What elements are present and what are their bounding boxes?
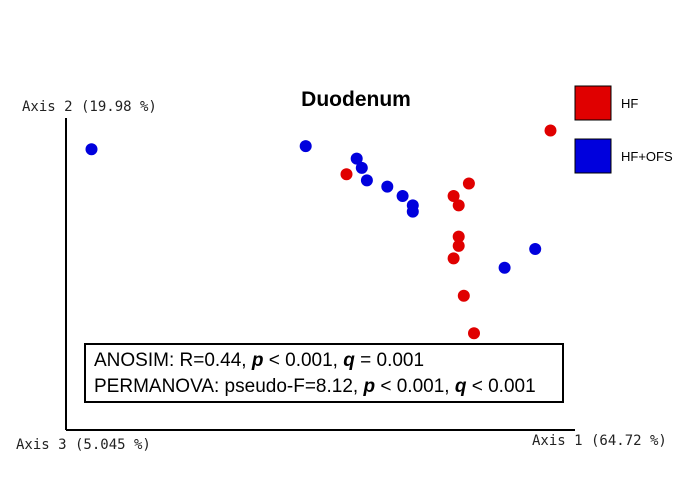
data-point-hf-ofs-4 — [360, 174, 373, 187]
legend-swatch-hf-ofs — [574, 138, 612, 174]
permanova-prefix: PERMANOVA: pseudo-F=8.12, — [94, 376, 364, 397]
data-point-hf-1 — [544, 124, 557, 137]
data-point-hf-3 — [447, 190, 460, 202]
legend-label-hf: HF — [621, 96, 638, 111]
statistics-box: ANOSIM: R=0.44, p < 0.001, q = 0.001 PER… — [84, 343, 564, 403]
data-point-hf-ofs-5 — [381, 180, 394, 193]
legend-swatch-hf — [574, 85, 612, 121]
data-point-hf-ofs-2 — [350, 152, 363, 165]
data-point-hf-4 — [452, 199, 465, 212]
anosim-q-text: = 0.001 — [354, 350, 425, 371]
data-point-hf-6 — [452, 239, 465, 252]
data-point-hf-5 — [452, 230, 465, 243]
data-point-hf-8 — [457, 289, 470, 302]
data-point-hf-2 — [462, 177, 475, 190]
anosim-line: ANOSIM: R=0.44, p < 0.001, q = 0.001 — [94, 348, 562, 374]
permanova-p-text: < 0.001, — [375, 376, 455, 397]
data-point-hf-ofs-3 — [355, 161, 368, 174]
data-point-hf-9 — [468, 327, 480, 340]
legend: HF HF+OFS — [574, 85, 673, 174]
data-point-hf-ofs-6 — [396, 190, 409, 202]
data-point-hf-ofs-1 — [299, 140, 312, 153]
x-axis-label: Axis 1 (64.72 %) — [532, 433, 667, 449]
y-axis-label: Axis 2 (19.98 %) — [22, 99, 157, 115]
anosim-p-text: < 0.001, — [263, 350, 344, 371]
permanova-line: PERMANOVA: pseudo-F=8.12, p < 0.001, q <… — [94, 374, 562, 400]
anosim-p-symbol: p — [251, 350, 264, 371]
permanova-p-symbol: p — [363, 376, 376, 397]
anosim-q-symbol: q — [343, 350, 355, 371]
data-point-hf-ofs-10 — [498, 261, 511, 274]
data-point-hf-0 — [340, 168, 353, 181]
permanova-q-symbol: q — [454, 376, 467, 397]
legend-label-hf-ofs: HF+OFS — [621, 149, 673, 164]
data-point-hf-ofs-0 — [85, 143, 98, 156]
data-point-hf-7 — [447, 252, 460, 265]
permanova-q-text: < 0.001 — [466, 376, 536, 397]
anosim-prefix: ANOSIM: R=0.44, — [94, 350, 252, 371]
data-point-hf-ofs-9 — [529, 243, 542, 255]
data-points — [85, 124, 557, 374]
data-point-hf-ofs-8 — [406, 205, 419, 218]
chart-title: Duodenum — [301, 88, 411, 111]
z-axis-label: Axis 3 (5.045 %) — [16, 437, 151, 453]
